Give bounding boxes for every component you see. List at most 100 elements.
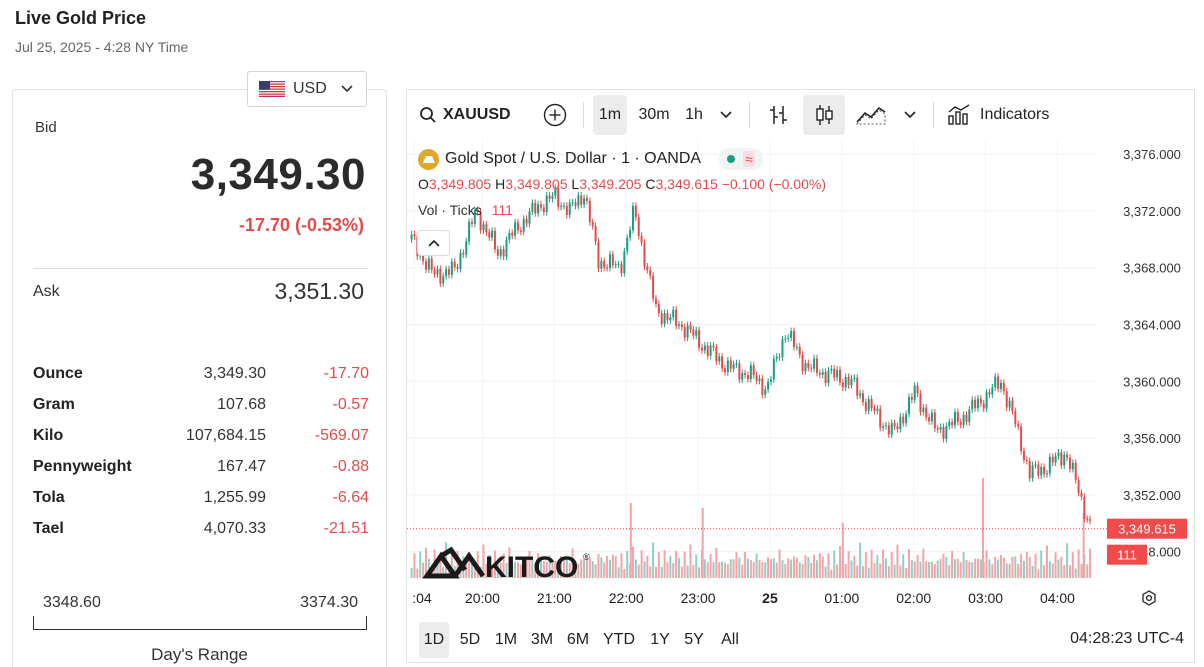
volume-bar (698, 567, 701, 578)
collapse-legend-button[interactable] (417, 230, 450, 256)
range-1d[interactable]: 1D (419, 622, 449, 658)
price-candle (1008, 400, 1011, 408)
last-volume-tag (1107, 544, 1147, 565)
price-candle (608, 254, 611, 268)
candle-style-button[interactable] (803, 95, 845, 135)
interval-1m[interactable]: 1m (593, 95, 627, 135)
price-chart[interactable]: KITCO ® 3,376.000 3,372.000 3,368.000 3,364… (407, 140, 1195, 618)
price-candle (629, 230, 632, 238)
interval-30m[interactable]: 30m (638, 106, 670, 123)
currency-value: USD (293, 80, 327, 97)
volume-bar (948, 565, 951, 578)
price-candle (910, 397, 913, 400)
bar-style-button[interactable] (761, 95, 795, 135)
volume-bar (919, 561, 922, 578)
volume-bar (634, 559, 637, 578)
price-candle (551, 195, 554, 199)
gear-center (1145, 594, 1153, 602)
volume-bar (706, 562, 709, 578)
area-style-button[interactable] (853, 95, 889, 135)
volume-bar (585, 557, 588, 578)
price-candle (1031, 465, 1034, 479)
price-candle (528, 211, 531, 224)
price-candle (746, 374, 749, 380)
price-candle (833, 368, 836, 378)
volume-bar (1005, 563, 1008, 578)
price-candle (772, 358, 775, 380)
price-candle (600, 260, 603, 269)
ask-price: 3,351.30 (274, 278, 364, 304)
volume-bar (1034, 553, 1037, 578)
volume-bar (761, 561, 764, 578)
bid-price: 3,349.30 (190, 150, 366, 199)
range-ytd[interactable]: YTD (603, 631, 635, 648)
range-5y[interactable]: 5Y (684, 631, 704, 648)
volume-bar (821, 556, 824, 578)
symbol-search[interactable]: XAUUSD (419, 95, 519, 135)
interval-dropdown[interactable] (715, 95, 737, 135)
ohlc-close: 3,349.615 (655, 176, 718, 192)
price-candle (962, 414, 965, 425)
unit-table: Ounce 3,349.30 -17.70 Gram 107.68 -0.57 … (33, 358, 369, 544)
bid-change: -17.70 (-0.53%) (238, 215, 364, 235)
price-candle (844, 376, 847, 388)
ohlc-high: 3,349.805 (505, 176, 568, 192)
volume-bar (588, 557, 591, 578)
volume-bar (784, 563, 787, 578)
chart-settings-icon[interactable] (1142, 590, 1156, 606)
compare-symbol-button[interactable] (541, 95, 569, 135)
volume-bar (764, 562, 767, 578)
clock-display[interactable]: 04:28:23 UTC-4 (1070, 630, 1184, 647)
unit-value: 107.68 (217, 395, 266, 413)
interval-1h[interactable]: 1h (685, 106, 703, 123)
range-5d[interactable]: 5D (459, 631, 481, 648)
price-candle (1045, 473, 1048, 475)
plus-circle-icon (543, 103, 567, 127)
market-status-pill[interactable]: ≈ (719, 148, 763, 170)
range-1y[interactable]: 1Y (650, 631, 670, 648)
range-3m[interactable]: 3M (530, 631, 554, 648)
volume-bar (723, 562, 726, 578)
volume-bar (870, 549, 873, 578)
range-all[interactable]: All (721, 631, 739, 648)
toolbar-separator (933, 102, 934, 128)
volume-bar (939, 558, 942, 578)
ohlc-l-label: L (571, 176, 580, 192)
range-1m[interactable]: 1M (494, 631, 518, 648)
price-candle (669, 317, 672, 321)
unit-change: -6.64 (332, 488, 369, 506)
volume-bar (620, 553, 623, 578)
chart-grid (407, 140, 1097, 580)
price-candle (876, 408, 879, 411)
x-tick-label: 25 (762, 590, 778, 606)
volume-bar (994, 556, 997, 578)
price-candle (959, 421, 962, 425)
volume-bar (962, 551, 965, 578)
volume-bar (539, 558, 542, 578)
chart-style-dropdown[interactable] (899, 95, 921, 135)
currency-select[interactable]: USD (247, 71, 367, 107)
volume-bar (902, 554, 905, 578)
range-6m[interactable]: 6M (566, 631, 590, 648)
ohlc-readout: O3,349.805 H3,349.805 L3,349.205 C3,349.… (418, 176, 826, 192)
price-candle (985, 392, 988, 409)
indicators-button[interactable]: Indicators (947, 95, 1067, 135)
volume-bar (729, 559, 732, 578)
volume-bar (419, 551, 422, 578)
volume-readout: Vol · Ticks 111 (418, 202, 513, 218)
price-candle (965, 414, 968, 422)
volume-bar (925, 561, 928, 578)
unit-name: Gram (33, 395, 75, 413)
last-volume-label: 111 (1117, 548, 1137, 563)
y-tick-label: 3,372.000 (1123, 204, 1181, 219)
volume-bar (537, 553, 540, 578)
price-candle (732, 364, 735, 369)
price-candle (1025, 459, 1028, 461)
price-candle (468, 221, 471, 242)
volume-bar (525, 559, 528, 578)
volume-value: 111 (491, 202, 513, 218)
registered-mark: ® (583, 552, 590, 562)
price-candle (539, 204, 542, 208)
unit-value: 3,349.30 (203, 364, 266, 382)
price-candle (545, 195, 548, 213)
